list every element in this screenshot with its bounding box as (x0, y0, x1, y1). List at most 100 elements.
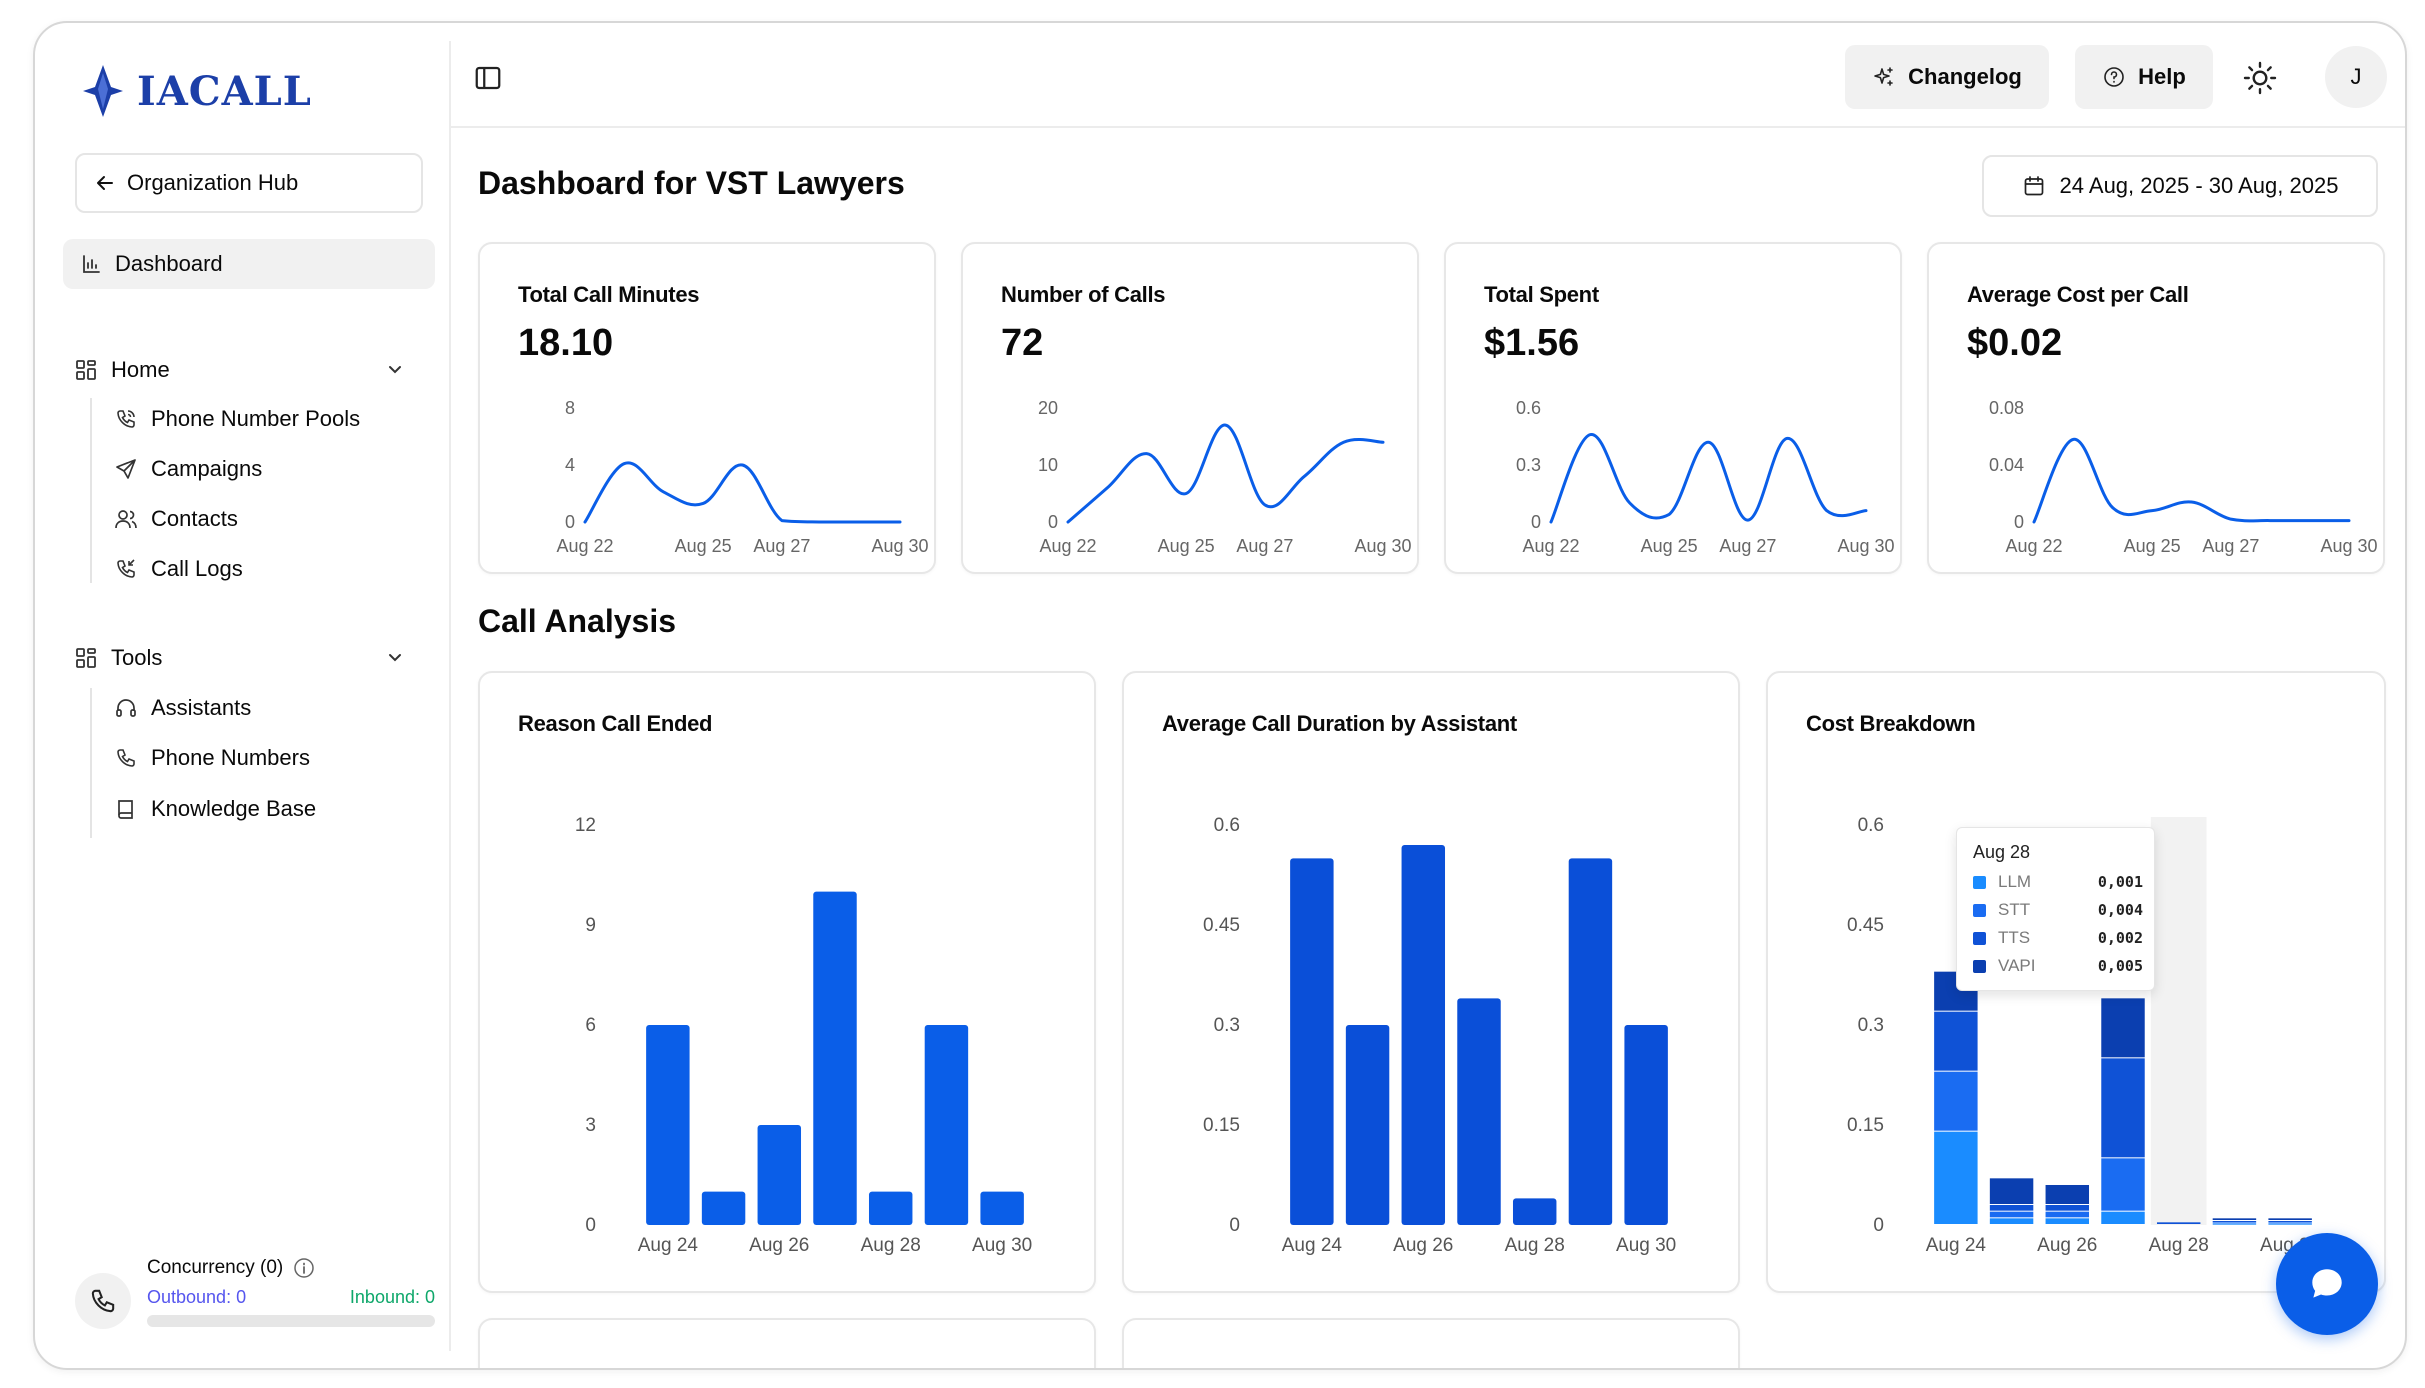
sidebar-item-campaigns[interactable]: Campaigns (115, 456, 262, 482)
sidebar-item-contacts[interactable]: Contacts (115, 506, 238, 532)
bar-segment-tts[interactable] (1989, 1205, 2034, 1211)
y-tick-label: 20 (1038, 398, 1058, 418)
x-tick-label: Aug 30 (2320, 536, 2377, 556)
bar-segment-stt[interactable] (2212, 1222, 2257, 1224)
help-circle-icon (2104, 67, 2124, 87)
info-icon[interactable] (293, 1257, 315, 1279)
kpi-card-average-cost-per-call: Average Cost per Call $0.02 0 0.04 0.08 Aug… (1927, 242, 2385, 574)
bar-segment-tts[interactable] (2156, 1222, 2201, 1224)
legend-swatch (1973, 903, 1986, 917)
bar[interactable] (1624, 1025, 1668, 1225)
bar-segment-stt[interactable] (2101, 1158, 2145, 1211)
user-avatar[interactable]: J (2325, 46, 2387, 108)
sidebar-group-home[interactable]: Home (75, 357, 431, 383)
bar-segment-vapi[interactable] (1989, 1178, 2034, 1204)
sidebar-item-phone-numbers[interactable]: Phone Numbers (115, 745, 310, 771)
bar-segment-vapi[interactable] (2212, 1218, 2257, 1220)
tooltip-series-value: 0,001 (2097, 873, 2143, 891)
sidebar-item-assistants[interactable]: Assistants (115, 695, 251, 721)
series-line (2032, 437, 2351, 524)
brand-diamond-icon (83, 65, 123, 117)
help-button[interactable]: Help (2075, 45, 2213, 109)
tooltip-row: STT 0,004 (1973, 900, 2143, 920)
y-tick-label: 0.3 (1858, 1015, 1884, 1036)
bar[interactable] (646, 1025, 690, 1225)
bar[interactable] (1512, 1198, 1557, 1225)
bar-segment-vapi[interactable] (2268, 1218, 2312, 1220)
sidebar-item-knowledge-base[interactable]: Knowledge Base (115, 796, 316, 822)
bar[interactable] (757, 1125, 802, 1225)
x-tick-label: Aug 25 (1158, 536, 1215, 556)
grid-icon (76, 360, 96, 380)
y-tick-label: 8 (565, 398, 575, 418)
bar-segment-llm[interactable] (1934, 1131, 1978, 1224)
inbound-count: Inbound: 0 (349, 1287, 435, 1307)
bar[interactable] (1457, 998, 1501, 1225)
sidebar-item-dashboard[interactable]: Dashboard (63, 239, 435, 289)
bar-segment-stt[interactable] (1989, 1211, 2034, 1218)
bar-segment-tts[interactable] (1934, 1011, 1978, 1071)
bar-segment-vapi[interactable] (2045, 1185, 2090, 1204)
sidebar-item-label: Campaigns (151, 456, 263, 481)
sidebar-item-phone-number-pools[interactable]: Phone Number Pools (115, 406, 360, 432)
bar-segment-llm[interactable] (2212, 1223, 2257, 1225)
bar[interactable] (701, 1191, 746, 1225)
y-tick-label: 0.6 (1214, 815, 1240, 836)
brand-logo[interactable]: IACALL (81, 63, 312, 119)
bar-segment-stt[interactable] (2268, 1222, 2312, 1224)
bar-segment-stt[interactable] (1934, 1071, 1978, 1131)
bar[interactable] (924, 1025, 969, 1225)
bar-segment-tts[interactable] (2212, 1221, 2257, 1222)
bar-segment-tts[interactable] (2101, 1058, 2145, 1158)
arrow-left-icon (97, 176, 113, 190)
tooltip-series-name: STT (1998, 900, 2031, 919)
bar-chart-icon (83, 255, 100, 273)
bar-segment-llm[interactable] (1989, 1218, 2034, 1224)
y-tick-label: 12 (575, 815, 596, 836)
bar-segment-llm[interactable] (2268, 1223, 2312, 1225)
organization-hub-label: Organization Hub (127, 170, 299, 195)
kpi-value: 72 (1001, 322, 1044, 364)
tooltip-series-value: 0,004 (2097, 901, 2143, 919)
bar-segment-vapi[interactable] (2101, 998, 2145, 1058)
panel-left-icon (475, 66, 501, 90)
x-tick-label: Aug 30 (972, 1235, 1032, 1256)
changelog-button[interactable]: Changelog (1845, 45, 2049, 109)
bar-segment-tts[interactable] (2268, 1221, 2312, 1222)
users-icon (115, 510, 137, 529)
bar[interactable] (1401, 845, 1446, 1225)
organization-hub-button[interactable]: Organization Hub (75, 153, 423, 213)
x-tick-label: Aug 30 (871, 536, 928, 556)
chevron-down-icon (389, 654, 401, 662)
y-tick-label: 0.6 (1858, 815, 1884, 836)
theme-toggle-button[interactable] (2235, 53, 2285, 103)
sparkles-icon (1874, 67, 1893, 86)
topbar-divider (451, 126, 2405, 128)
x-tick-label: Aug 22 (556, 536, 613, 556)
x-tick-label: Aug 27 (1719, 536, 1776, 556)
bar[interactable] (980, 1191, 1024, 1225)
x-tick-label: Aug 26 (2037, 1235, 2097, 1256)
bar[interactable] (1568, 858, 1613, 1225)
sidebar-item-label: Dashboard (115, 251, 223, 276)
sidebar-toggle-button[interactable] (473, 63, 503, 98)
bar[interactable] (868, 1191, 913, 1225)
bar-segment-llm[interactable] (2101, 1211, 2145, 1224)
tooltip-series-name: LLM (1998, 872, 2032, 891)
phone-log-icon (117, 559, 135, 578)
bar-segment-stt[interactable] (2045, 1211, 2090, 1218)
chat-launcher-button[interactable] (2276, 1233, 2378, 1335)
bar-segment-llm[interactable] (2045, 1218, 2090, 1224)
x-tick-label: Aug 30 (1837, 536, 1894, 556)
bar-segment-tts[interactable] (2045, 1205, 2090, 1211)
bar[interactable] (1290, 858, 1334, 1225)
y-tick-label: 0.08 (1989, 398, 2024, 418)
x-tick-label: Aug 22 (1039, 536, 1096, 556)
bar[interactable] (813, 891, 857, 1225)
bar[interactable] (1345, 1025, 1390, 1225)
sidebar-group-tools[interactable]: Tools (75, 645, 431, 671)
y-tick-label: 10 (1038, 455, 1058, 475)
x-tick-label: Aug 25 (1641, 536, 1698, 556)
sidebar-item-call-logs[interactable]: Call Logs (115, 556, 243, 582)
date-range-picker[interactable]: 24 Aug, 2025 - 30 Aug, 2025 (1982, 155, 2378, 217)
